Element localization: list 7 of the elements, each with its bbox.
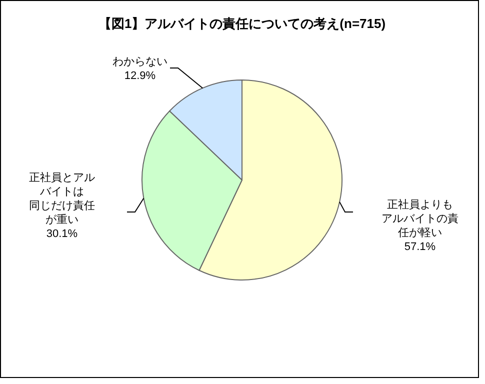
slice-label: 正社員とアルバイトは同じだけ責任が重い (29, 171, 95, 226)
slice-label: わからない (112, 56, 168, 68)
chart-title: 【図1】アルバイトの責任についての考え(n=715) (98, 16, 386, 31)
data-label: 57.1% (404, 241, 436, 253)
data-label: 30.1% (46, 228, 78, 240)
data-label: 12.9% (124, 70, 156, 82)
slice-label: 正社員よりもアルバイトの責任が軽い (382, 198, 458, 239)
